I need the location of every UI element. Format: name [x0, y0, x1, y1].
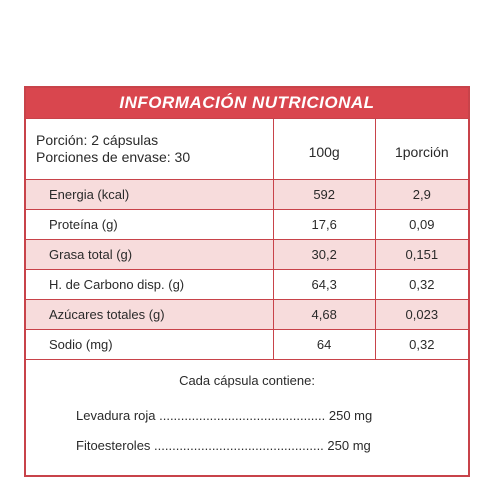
nutrition-facts-panel: INFORMACIÓN NUTRICIONAL Porción: 2 cápsu…: [24, 86, 470, 477]
nutrient-label: Grasa total (g): [26, 239, 274, 270]
capsule-contents: Cada cápsula contiene: Levadura roja ...…: [26, 360, 468, 461]
value-portion: 0,32: [374, 329, 468, 360]
capsule-contents-title: Cada cápsula contiene:: [179, 373, 315, 388]
ingredient-line: Fitoesteroles ..........................…: [76, 438, 371, 453]
value-100g: 64,3: [272, 269, 376, 300]
value-portion: 0,32: [374, 269, 468, 300]
table-row: Grasa total (g) 30,2 0,151: [26, 239, 468, 270]
servings-per-container: Porciones de envase: 30: [36, 149, 191, 165]
nutrient-label: H. de Carbono disp. (g): [26, 269, 274, 300]
value-portion: 2,9: [374, 179, 468, 210]
column-header-portion: 1porción: [374, 119, 468, 180]
value-portion: 0,09: [374, 209, 468, 240]
column-header-100g: 100g: [272, 119, 376, 180]
table-row: Azúcares totales (g) 4,68 0,023: [26, 299, 468, 330]
table-row: Sodio (mg) 64 0,32: [26, 329, 468, 360]
table-row: Proteína (g) 17,6 0,09: [26, 209, 468, 240]
value-100g: 592: [272, 179, 376, 210]
ingredient-line: Levadura roja ..........................…: [76, 408, 373, 423]
portion-info: Porción: 2 cápsulas Porciones de envase:…: [26, 119, 274, 180]
table-row: H. de Carbono disp. (g) 64,3 0,32: [26, 269, 468, 300]
panel-title: INFORMACIÓN NUTRICIONAL: [26, 88, 468, 119]
nutrition-table: Porción: 2 cápsulas Porciones de envase:…: [26, 119, 468, 360]
value-100g: 17,6: [272, 209, 376, 240]
nutrient-label: Azúcares totales (g): [26, 299, 274, 330]
nutrient-label: Sodio (mg): [26, 329, 274, 360]
value-portion: 0,023: [374, 299, 468, 330]
value-100g: 64: [272, 329, 376, 360]
value-portion: 0,151: [374, 239, 468, 270]
value-100g: 4,68: [272, 299, 376, 330]
portion-size: Porción: 2 cápsulas: [36, 132, 159, 148]
nutrient-label: Proteína (g): [26, 209, 274, 240]
value-100g: 30,2: [272, 239, 376, 270]
table-header-row: Porción: 2 cápsulas Porciones de envase:…: [26, 119, 468, 180]
nutrient-label: Energia (kcal): [26, 179, 274, 210]
table-row: Energia (kcal) 592 2,9: [26, 179, 468, 210]
